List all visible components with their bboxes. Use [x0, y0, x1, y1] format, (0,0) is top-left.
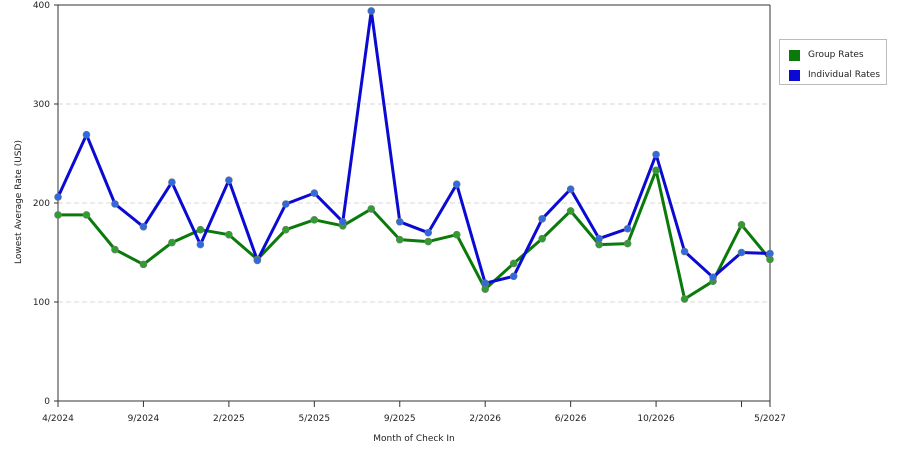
series-line-group-rates [58, 168, 772, 301]
point-group-rates-5 [196, 225, 205, 234]
point-individual-rates-2 [111, 200, 119, 208]
point-group-rates-18 [566, 207, 575, 215]
y-tick-label-400: 400 [33, 1, 50, 11]
point-individual-rates-12 [395, 218, 404, 226]
x-axis-title: Month of Check In [373, 434, 455, 444]
legend-item-individual-rates: Individual Rates [789, 68, 880, 82]
point-group-rates-9 [310, 216, 319, 224]
point-group-rates-12 [395, 235, 404, 244]
point-individual-rates-3 [139, 222, 148, 231]
x-tick-label-9-2024: 9/2024 [128, 414, 160, 424]
point-group-rates-20 [623, 239, 632, 248]
x-tick-label-10-2026: 10/2026 [637, 414, 675, 424]
point-group-rates-13 [424, 237, 433, 246]
point-individual-rates-24 [737, 248, 746, 257]
x-tick-label-2-2026: 2/2026 [469, 414, 501, 424]
point-individual-rates-13 [424, 228, 433, 237]
point-group-rates-21 [652, 166, 660, 175]
y-axis-ticks: 0 100 200 300 400 [33, 1, 58, 407]
point-group-rates-3 [139, 260, 148, 269]
point-individual-rates-1 [82, 130, 91, 139]
point-individual-rates-25 [766, 249, 774, 258]
legend: Group Rates Individual Rates [779, 39, 887, 85]
point-group-rates-17 [538, 234, 546, 243]
x-tick-label-4-2024: 4/2024 [42, 414, 74, 424]
series-layer [54, 7, 774, 303]
series-line-individual-rates [56, 9, 771, 285]
point-individual-rates-9 [310, 189, 319, 197]
x-tick-label-2-2025: 2/2025 [213, 414, 245, 424]
legend-swatch-group-rates [789, 49, 800, 61]
point-group-rates-24 [737, 220, 746, 229]
point-individual-rates-11 [367, 7, 376, 15]
point-individual-rates-22 [680, 247, 689, 256]
y-tick-label-300: 300 [33, 100, 50, 110]
point-individual-rates-6 [225, 176, 233, 185]
point-individual-rates-23 [709, 273, 717, 282]
point-individual-rates-16 [509, 272, 518, 281]
point-group-rates-1 [82, 211, 91, 219]
point-group-rates-0 [54, 211, 62, 219]
gridlines [58, 103, 770, 303]
point-individual-rates-20 [623, 224, 632, 233]
point-individual-rates-21 [652, 150, 660, 159]
x-tick-label-9-2025: 9/2025 [384, 414, 416, 424]
point-individual-rates-19 [595, 234, 603, 243]
point-individual-rates-4 [168, 178, 176, 187]
point-group-rates-4 [168, 238, 176, 247]
point-individual-rates-14 [452, 180, 461, 188]
x-axis-ticks: 4/2024 9/2024 2/2025 5/2025 9/2025 2/2026 6/20… [42, 401, 786, 424]
y-tick-label-200: 200 [33, 199, 50, 209]
point-individual-rates-17 [538, 215, 546, 223]
point-group-rates-2 [111, 245, 119, 254]
x-tick-label-5-2025: 5/2025 [298, 414, 330, 424]
y-axis-title: Lowest Average Rate (USD) [14, 140, 24, 264]
point-group-rates-11 [367, 205, 376, 213]
point-group-rates-22 [680, 295, 689, 303]
y-tick-label-100: 100 [33, 298, 50, 308]
point-group-rates-14 [452, 230, 461, 239]
legend-label-individual-rates: Individual Rates [808, 70, 881, 80]
y-tick-label-0: 0 [44, 397, 50, 407]
point-group-rates-6 [225, 230, 233, 239]
point-group-rates-16 [509, 259, 518, 268]
point-individual-rates-18 [566, 185, 575, 193]
x-tick-label-5-2027: 5/2027 [754, 414, 786, 424]
legend-item-group-rates: Group Rates [789, 48, 864, 62]
point-individual-rates-0 [54, 193, 62, 201]
point-individual-rates-5 [196, 240, 205, 249]
point-individual-rates-10 [338, 218, 347, 226]
x-tick-label-6-2026: 6/2026 [555, 414, 587, 424]
point-individual-rates-8 [282, 200, 290, 208]
point-individual-rates-7 [253, 256, 262, 265]
point-individual-rates-15 [481, 279, 490, 287]
legend-swatch-individual-rates [789, 69, 800, 81]
point-group-rates-8 [282, 225, 290, 234]
legend-label-group-rates: Group Rates [808, 50, 864, 60]
